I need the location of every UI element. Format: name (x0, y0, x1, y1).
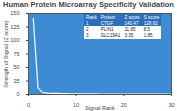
html-text:128.62: 128.62 (143, 20, 158, 26)
html-text:3.35: 3.35 (124, 33, 134, 39)
html-text:S score: S score (143, 14, 160, 20)
svg-text:25: 25 (13, 78, 19, 84)
html-text:1.85: 1.85 (143, 33, 153, 39)
html-text:Rank: Rank (86, 14, 97, 20)
html-text:Z score: Z score (124, 14, 140, 20)
svg-text:Signal Rank: Signal Rank (85, 105, 115, 111)
svg-text:Strength of Signal (Z score): Strength of Signal (Z score) (3, 20, 9, 87)
html-text:CTGF: CTGF (100, 20, 114, 26)
svg-text:0: 0 (27, 102, 30, 108)
svg-text:0: 0 (16, 91, 19, 97)
html-text:140.47: 140.47 (124, 20, 139, 26)
svg-text:75: 75 (13, 51, 19, 57)
html-text:11.85: 11.85 (124, 27, 136, 32)
html-text:Human Protein Microarray Speci: Human Protein Microarray Specificity Val… (3, 0, 174, 9)
html-text:SLC19A1: SLC19A1 (100, 33, 121, 39)
html-text:PLIN1: PLIN1 (100, 27, 114, 32)
html-text:8.5: 8.5 (143, 27, 151, 32)
svg-text:20: 20 (121, 102, 127, 108)
svg-text:100: 100 (10, 37, 19, 43)
html-text:1: 1 (86, 20, 89, 26)
html-text:Protein: Protein (100, 14, 116, 20)
html-text:3: 3 (86, 33, 89, 39)
svg-text:50: 50 (13, 64, 19, 70)
svg-text:125: 125 (10, 24, 19, 30)
svg-text:10: 10 (73, 102, 79, 108)
svg-text:150: 150 (10, 10, 19, 16)
svg-text:30: 30 (168, 102, 174, 108)
html-text:2: 2 (86, 27, 89, 32)
